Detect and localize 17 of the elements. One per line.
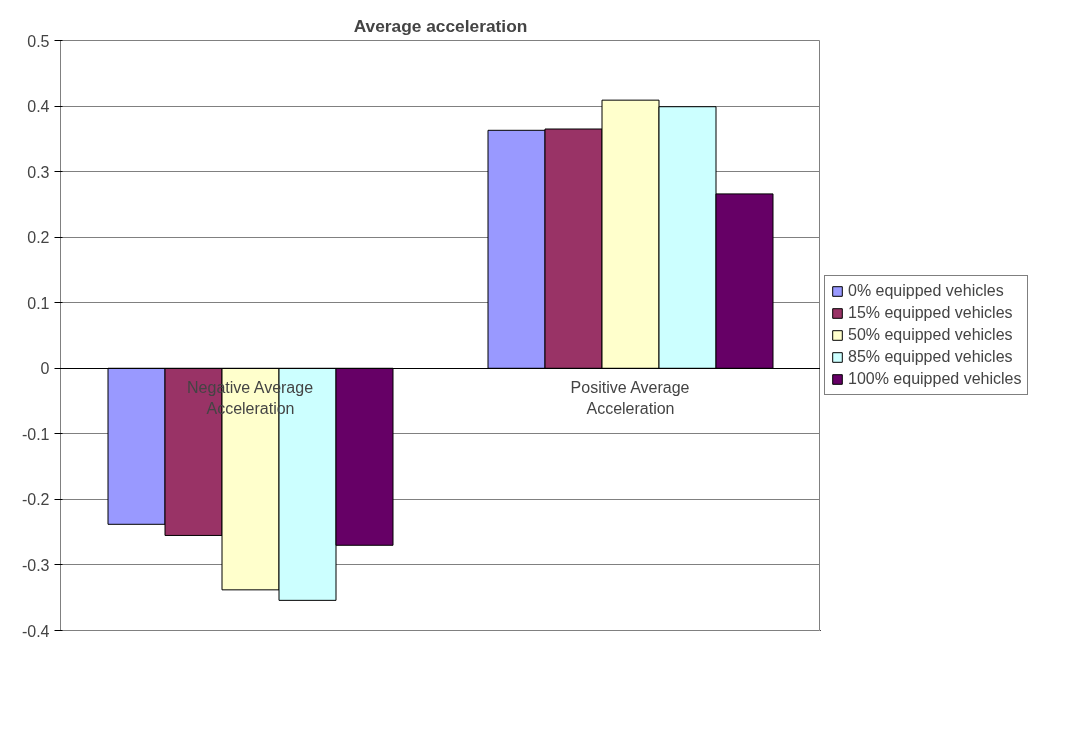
legend-label: 100% equipped vehicles — [848, 370, 1022, 388]
y-tick-label: -0.1 — [21, 425, 50, 443]
y-tick-label: 0.4 — [27, 98, 50, 116]
chart-title: Average acceleration — [353, 15, 528, 36]
y-tick-label: 0.5 — [27, 32, 50, 50]
y-tick-label: 0.1 — [27, 294, 50, 312]
y-tick-label: 0.2 — [27, 229, 50, 247]
y-tick-label: -0.3 — [21, 556, 50, 574]
y-tick-label: -0.4 — [21, 622, 50, 640]
y-tick-label: -0.2 — [21, 491, 50, 509]
legend-label: 0% equipped vehicles — [848, 282, 1004, 300]
legend-label: 85% equipped vehicles — [848, 348, 1013, 366]
y-tick-label: 0 — [40, 360, 50, 378]
y-tick-label: 0.3 — [27, 163, 50, 181]
legend-label: 50% equipped vehicles — [848, 326, 1013, 344]
legend-label: 15% equipped vehicles — [848, 304, 1013, 322]
x-tick-label: Positive Average Acceleration — [570, 379, 690, 417]
